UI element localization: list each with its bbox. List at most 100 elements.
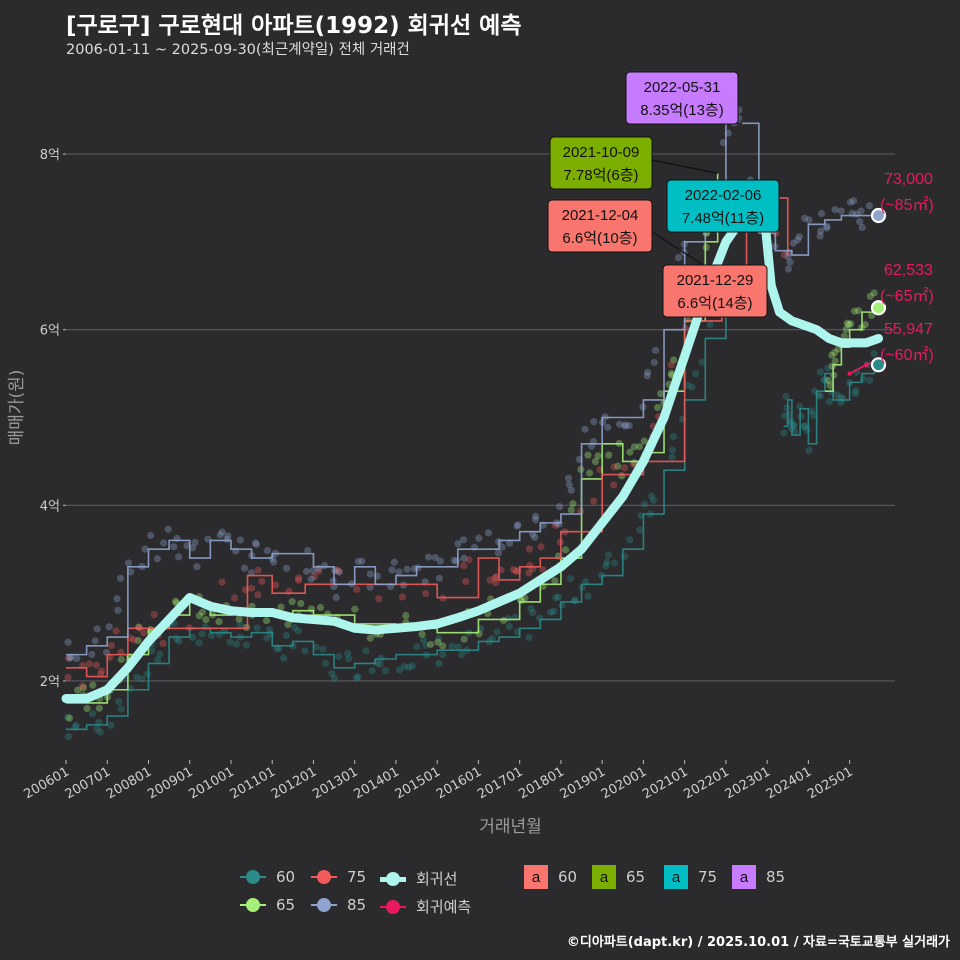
x-tick-label: 202301	[723, 764, 773, 802]
scatter-point	[669, 432, 678, 441]
scatter-point	[134, 636, 142, 645]
scatter-point	[462, 577, 470, 586]
scatter-point	[643, 368, 652, 376]
scatter-point	[284, 620, 292, 629]
scatter-point	[333, 566, 341, 574]
scatter-point	[460, 562, 468, 570]
annotation-date: 2022-02-06	[685, 187, 762, 204]
annotation-box	[666, 179, 780, 233]
scatter-point	[826, 381, 834, 389]
scatter-point	[73, 654, 81, 663]
x-tick-label: 201201	[269, 764, 319, 802]
scatter-point	[614, 462, 622, 470]
scatter-point	[849, 197, 858, 205]
scatter-point	[288, 598, 296, 606]
scatter-point	[191, 538, 199, 546]
scatter-point	[277, 603, 285, 611]
scatter-point	[242, 623, 251, 631]
scatter-point	[431, 553, 439, 562]
y-tick-label: 8억	[40, 148, 60, 163]
scatter-point	[439, 642, 447, 650]
x-tick-label: 200701	[63, 764, 113, 802]
scatter-point	[491, 574, 499, 582]
scatter-point	[800, 422, 809, 431]
scatter-point	[148, 647, 156, 655]
scatter-point	[828, 351, 836, 359]
scatter-point	[801, 422, 809, 430]
x-tick-label: 201701	[475, 764, 525, 802]
scatter-point	[506, 539, 514, 547]
scatter-point	[295, 574, 303, 582]
scatter-point	[562, 546, 570, 554]
scatter-point	[817, 209, 826, 218]
annotation-value: 6.6억(14층)	[677, 295, 752, 312]
scatter-point	[618, 472, 626, 480]
scatter-point	[498, 543, 506, 551]
scatter-point	[831, 357, 839, 365]
scatter-point	[72, 721, 80, 729]
scatter-point	[402, 611, 410, 620]
scatter-point	[88, 650, 96, 659]
scatter-point	[460, 554, 468, 562]
scatter-point	[85, 660, 93, 668]
scatter-point	[150, 610, 158, 619]
scatter-point	[521, 594, 529, 602]
scatter-point	[201, 623, 209, 631]
x-axis-title: 거래년월	[479, 817, 542, 837]
scatter-point	[567, 486, 575, 494]
scatter-point	[154, 656, 162, 664]
scatter-point	[782, 392, 790, 401]
scatter-point	[113, 595, 121, 603]
scatter-point	[344, 649, 352, 658]
scatter-point	[492, 579, 500, 587]
scatter-point	[868, 311, 876, 320]
scatter-point	[414, 564, 422, 572]
scatter-point	[232, 640, 241, 648]
scatter-point	[115, 698, 123, 706]
scatter-point	[525, 633, 533, 642]
scatter-point	[550, 607, 558, 615]
scatter-point	[91, 637, 99, 645]
annotation-date: 2021-12-29	[677, 272, 754, 289]
scatter-point	[584, 451, 592, 459]
scatter-point	[791, 427, 799, 435]
scatter-point	[366, 583, 374, 591]
scatter-point	[670, 356, 678, 364]
chart-title: [구로구] 구로현대 아파트(1992) 회귀선 예측	[66, 13, 522, 39]
scatter-point	[83, 704, 91, 713]
scatter-point	[329, 577, 337, 585]
scatter-point	[413, 643, 421, 651]
scatter-point	[784, 265, 793, 273]
scatter-point	[330, 674, 339, 682]
scatter-point	[297, 599, 305, 608]
scatter-point	[434, 638, 442, 646]
scatter-point	[316, 603, 325, 612]
scatter-point	[486, 576, 494, 584]
scatter-point	[667, 369, 676, 378]
scatter-point	[93, 725, 101, 733]
scatter-point	[532, 516, 540, 524]
scatter-point	[303, 567, 311, 576]
scatter-point	[626, 448, 634, 456]
scatter-point	[400, 663, 408, 671]
scatter-point	[66, 654, 74, 662]
scatter-point	[859, 375, 867, 383]
scatter-point	[418, 630, 426, 638]
scatter-point	[650, 358, 658, 367]
scatter-point	[801, 214, 809, 222]
y-axis-title: 매매가(원)	[7, 370, 27, 446]
scatter-point	[282, 631, 290, 640]
forecast-point	[863, 362, 869, 368]
scatter-point	[315, 564, 323, 572]
x-tick-label: 201501	[393, 764, 443, 802]
x-tick-label: 200801	[104, 764, 154, 802]
scatter-point	[537, 543, 545, 551]
scatter-point	[453, 557, 461, 565]
scatter-point	[321, 659, 330, 667]
scatter-point	[254, 591, 262, 599]
scatter-point	[248, 584, 256, 592]
scatter-point	[585, 469, 594, 477]
scatter-point	[436, 557, 444, 565]
scatter-point	[838, 395, 847, 403]
scatter-point	[564, 474, 573, 482]
